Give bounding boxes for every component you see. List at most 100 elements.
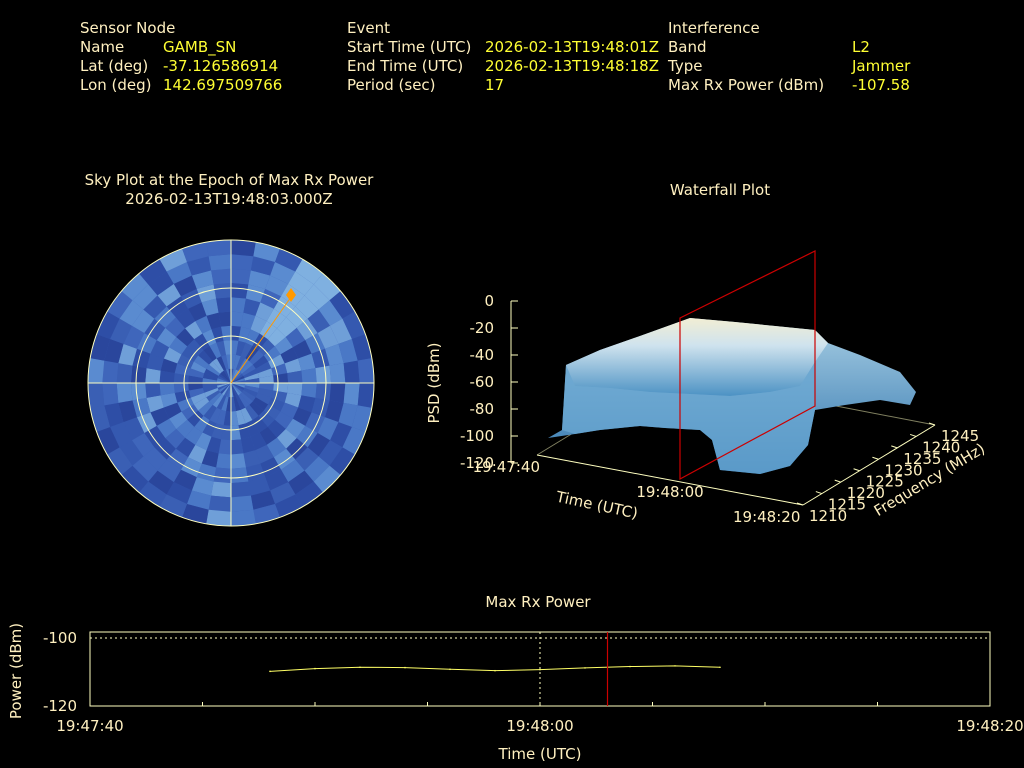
sky-power-cell [265, 469, 289, 491]
sky-power-cell [193, 355, 210, 369]
sky-power-cell [216, 340, 227, 357]
sky-power-cell [216, 383, 231, 386]
sky-power-cell [245, 284, 266, 303]
sky-power-cell [119, 440, 144, 466]
sky-power-cell [201, 450, 219, 468]
sky-power-cell [252, 397, 269, 411]
sky-power-cell [241, 364, 256, 376]
sky-power-cell [190, 361, 207, 374]
interference-max-label: Max Rx Power (dBm) [668, 76, 825, 94]
power-x-tick-label: 19:47:40 [56, 717, 123, 735]
sky-power-cell [121, 465, 149, 493]
sky-power-cell [216, 378, 231, 383]
sky-power-cell [284, 358, 302, 374]
sky-power-cell [186, 490, 212, 510]
sky-power-cell [255, 361, 272, 374]
sky-power-cell [244, 373, 260, 381]
sky-power-cell [238, 423, 251, 440]
interference-band-value: L2 [852, 38, 870, 56]
waterfall-time-ticks: 19:47:40 19:48:00 19:48:20 [473, 458, 801, 526]
sky-power-cell [216, 297, 231, 313]
sky-power-cell [211, 326, 224, 343]
sky-power-cell [255, 444, 274, 464]
sensor-name-label: Name [80, 38, 125, 56]
sky-power-cell [255, 302, 274, 322]
waterfall-time-tick-label: 19:48:20 [733, 508, 800, 526]
sky-power-cell [317, 417, 339, 441]
sky-power-cell [250, 256, 276, 276]
waterfall-frequency-tick-label: 1240 [922, 438, 960, 456]
sky-power-cell [231, 368, 234, 383]
sky-power-cell [203, 404, 217, 421]
sky-power-cell [203, 345, 217, 362]
sky-power-cell [245, 378, 260, 383]
sky-power-cell [253, 242, 280, 263]
sky-power-cell [145, 368, 161, 383]
sky-power-cell [187, 410, 204, 427]
sky-power-cell [231, 282, 249, 299]
sky-power-cell [191, 477, 214, 496]
sky-power-cell [96, 427, 120, 455]
sky-power-cell [146, 395, 164, 413]
sky-power-cell [241, 390, 256, 402]
event-end-label: End Time (UTC) [347, 57, 464, 75]
interference-type-label: Type [668, 57, 703, 75]
sky-power-cell [216, 380, 231, 383]
sky-power-cell [240, 312, 256, 330]
sky-power-cell [351, 405, 372, 432]
sky-power-cell [231, 509, 256, 526]
sky-power-cell [213, 282, 231, 299]
sky-source-bearing-line [230, 296, 292, 384]
sky-power-cell [318, 300, 343, 326]
sky-power-cell [188, 302, 207, 322]
sky-power-cell [175, 437, 196, 458]
sky-power-cell [231, 383, 239, 397]
sky-power-cell [174, 363, 191, 376]
sky-power-cell [307, 433, 331, 457]
sky-power-cell [231, 383, 236, 398]
sky-power-cell [208, 254, 231, 271]
sky-power-cell [292, 340, 312, 359]
sky-power-cell [221, 354, 229, 370]
sky-power-cell [252, 415, 268, 433]
sky-plot [87, 239, 375, 527]
sensor-node-title: Sensor Node [80, 19, 176, 37]
sky-power-cell [220, 372, 231, 383]
event-period-value: 17 [485, 76, 505, 94]
waterfall-frequency-tick-mark [928, 422, 936, 426]
sky-power-cell [226, 397, 231, 412]
interference-type-value: Jammer [852, 57, 911, 75]
sky-power-cell [156, 418, 177, 439]
sky-power-cell [259, 426, 277, 445]
power-x-tick-label: 19:48:20 [956, 717, 1023, 735]
sky-power-cell [188, 444, 207, 464]
sky-power-cell [231, 254, 254, 271]
sky-power-cell [131, 309, 155, 333]
waterfall-frequency-tick-mark [872, 456, 879, 460]
sky-power-cell [211, 268, 231, 285]
event-end-value: 2026-02-13T19:48:18Z [485, 57, 659, 75]
sky-power-cell [231, 240, 256, 257]
sky-power-cell [238, 326, 251, 343]
sky-power-cell [206, 436, 222, 454]
sky-power-cell [143, 295, 167, 319]
sky-power-cell [156, 327, 177, 348]
sky-power-cell [338, 402, 358, 428]
sky-power-cell [268, 397, 285, 412]
waterfall-z-tick-label: -60 [470, 373, 495, 391]
sensor-lat-value: -37.126586914 [163, 57, 279, 75]
sky-power-cell [226, 383, 231, 398]
sky-power-cell [188, 387, 205, 398]
sky-power-cell [216, 356, 227, 371]
sky-plot-title: Sky Plot at the Epoch of Max Rx Power [84, 171, 374, 189]
sky-source-marker [286, 288, 296, 302]
sky-power-cell [196, 284, 217, 303]
waterfall-frequency-tick-mark [796, 502, 804, 506]
sky-power-cell [201, 298, 219, 316]
sky-power-cell [338, 338, 358, 364]
sky-power-cell [218, 439, 231, 455]
sky-power-cell [195, 432, 212, 451]
sky-power-cell [218, 311, 231, 327]
sky-power-cell [285, 327, 306, 348]
sky-power-cell [185, 321, 203, 340]
